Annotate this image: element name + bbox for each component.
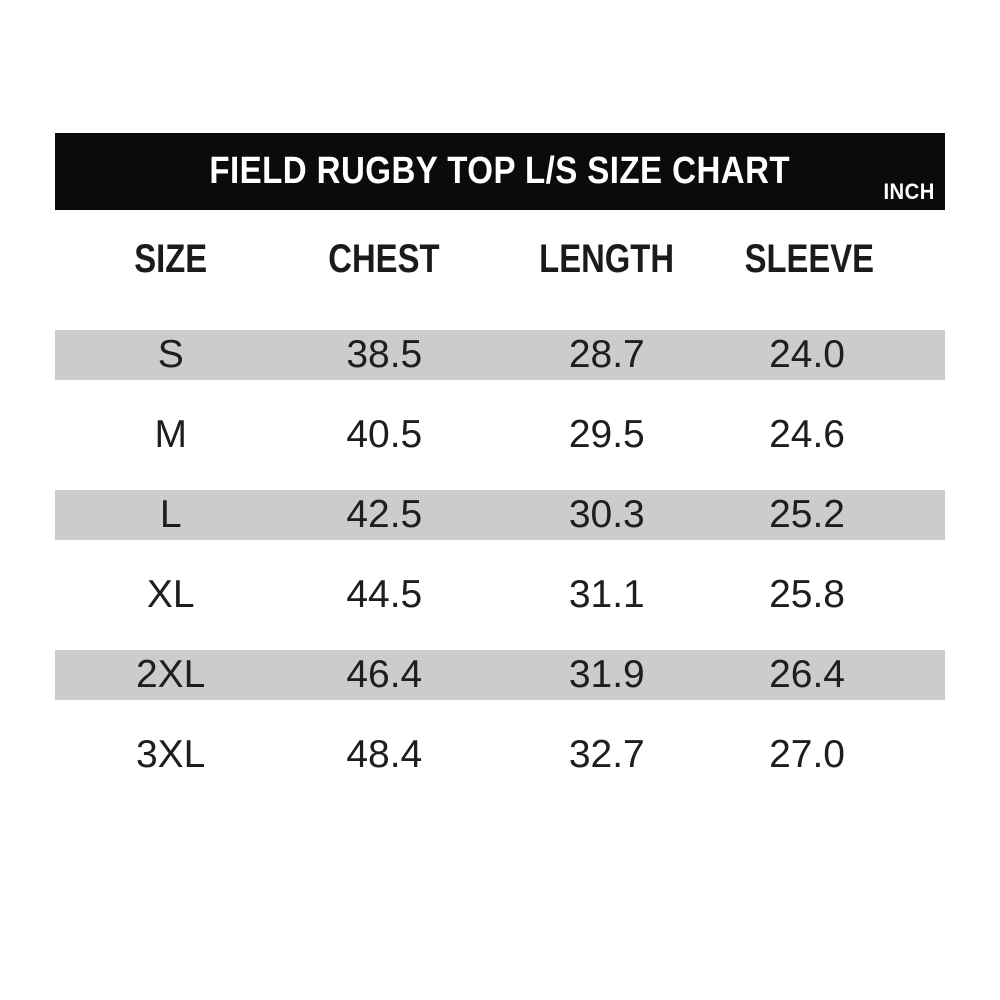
column-header-length: LENGTH: [539, 236, 675, 281]
chest-cell: 44.5: [346, 573, 423, 616]
title-bar: FIELD RUGBY TOP L/S SIZE CHART INCH: [55, 133, 945, 210]
table-row-2xl: 2XL 46.4 31.9 26.4: [55, 650, 945, 700]
sleeve-cell: 25.2: [769, 493, 845, 536]
size-cell: M: [154, 413, 187, 456]
size-cell: 3XL: [135, 733, 206, 776]
sleeve-cell: 26.4: [769, 653, 845, 696]
page-title: FIELD RUGBY TOP L/S SIZE CHART: [209, 150, 791, 192]
table-row-xl: XL 44.5 31.1 25.8: [55, 570, 945, 620]
chest-cell: 40.5: [346, 413, 423, 456]
length-cell: 32.7: [568, 733, 645, 776]
column-header-chest: CHEST: [328, 236, 440, 281]
column-header-size: SIZE: [134, 236, 208, 281]
sleeve-cell: 24.6: [769, 413, 845, 456]
chest-cell: 46.4: [346, 653, 423, 696]
sleeve-cell: 24.0: [769, 333, 845, 376]
length-cell: 29.5: [568, 413, 645, 456]
size-cell: L: [159, 493, 182, 536]
length-cell: 31.9: [568, 653, 645, 696]
length-cell: 30.3: [568, 493, 645, 536]
unit-label: INCH: [883, 179, 935, 204]
table-row-l: L 42.5 30.3 25.2: [55, 490, 945, 540]
size-cell: 2XL: [135, 653, 206, 696]
chest-cell: 38.5: [346, 333, 423, 376]
size-cell: S: [157, 333, 184, 376]
table-row-3xl: 3XL 48.4 32.7 27.0: [55, 730, 945, 780]
column-header-sleeve: SLEEVE: [744, 236, 875, 281]
table-header-row: SIZE CHEST LENGTH SLEEVE: [55, 210, 945, 330]
table-row-m: M 40.5 29.5 24.6: [55, 410, 945, 460]
size-cell: XL: [146, 573, 195, 616]
chest-cell: 48.4: [346, 733, 423, 776]
length-cell: 28.7: [568, 333, 645, 376]
table-row-s: S 38.5 28.7 24.0: [55, 330, 945, 380]
length-cell: 31.1: [568, 573, 645, 616]
sleeve-cell: 25.8: [769, 573, 845, 616]
sleeve-cell: 27.0: [769, 733, 845, 776]
chest-cell: 42.5: [346, 493, 423, 536]
size-chart: FIELD RUGBY TOP L/S SIZE CHART INCH SIZE…: [55, 133, 945, 780]
